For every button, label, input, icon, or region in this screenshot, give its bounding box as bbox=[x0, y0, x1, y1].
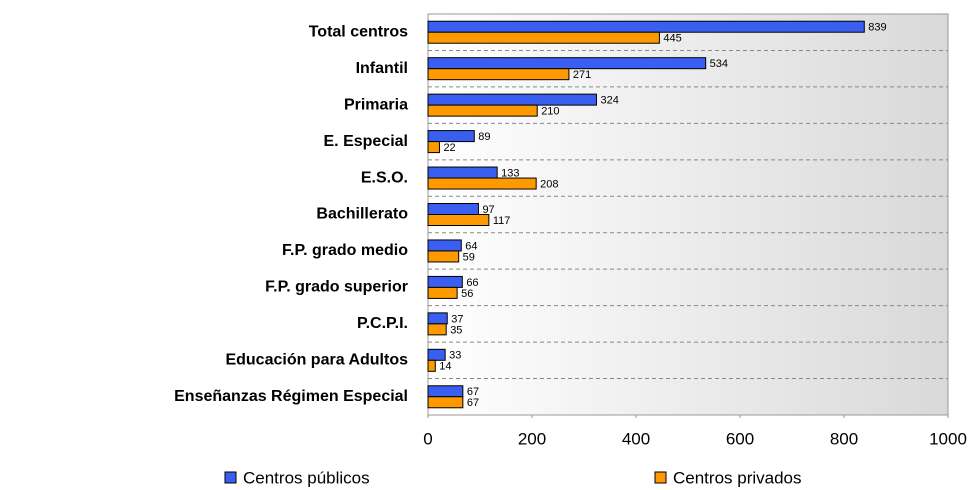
value-label: 117 bbox=[493, 215, 511, 227]
value-label: 35 bbox=[450, 324, 462, 336]
bar bbox=[427, 20, 865, 33]
value-label: 37 bbox=[451, 313, 463, 325]
value-label: 534 bbox=[710, 58, 728, 70]
bar bbox=[427, 31, 660, 44]
value-label: 67 bbox=[467, 397, 479, 409]
value-label: 324 bbox=[600, 95, 618, 107]
value-label: 97 bbox=[482, 204, 494, 216]
bar bbox=[427, 359, 436, 372]
bar bbox=[427, 396, 464, 409]
category-label: E. Especial bbox=[324, 133, 409, 150]
bar bbox=[427, 104, 538, 117]
category-label: Bachillerato bbox=[316, 206, 408, 223]
bar bbox=[427, 141, 440, 154]
value-label: 210 bbox=[541, 106, 559, 118]
category-label: E.S.O. bbox=[361, 169, 408, 186]
category-label: Educación para Adultos bbox=[225, 352, 408, 369]
bar bbox=[427, 239, 462, 252]
value-label: 59 bbox=[463, 251, 475, 263]
bar bbox=[427, 275, 463, 288]
x-tick-label: 600 bbox=[726, 429, 754, 448]
legend-swatch bbox=[654, 471, 667, 484]
x-tick-label: 200 bbox=[518, 429, 546, 448]
bar bbox=[427, 93, 597, 106]
bar bbox=[427, 177, 537, 190]
x-tick-label: 400 bbox=[622, 429, 650, 448]
category-label: Infantil bbox=[356, 60, 408, 77]
bar bbox=[427, 323, 447, 336]
bar bbox=[427, 250, 460, 263]
value-label: 208 bbox=[540, 178, 558, 190]
category-label: F.P. grado medio bbox=[282, 242, 408, 259]
x-tick-label: 1000 bbox=[929, 429, 967, 448]
value-label: 67 bbox=[467, 386, 479, 398]
value-label: 839 bbox=[868, 22, 886, 34]
category-label: P.C.P.I. bbox=[357, 315, 408, 332]
x-tick-label: 0 bbox=[423, 429, 432, 448]
value-label: 66 bbox=[466, 277, 478, 289]
value-label: 14 bbox=[439, 361, 451, 373]
legend-label: Centros públicos bbox=[243, 468, 370, 487]
value-label: 271 bbox=[573, 69, 591, 81]
bar bbox=[427, 203, 479, 215]
legend-swatch bbox=[224, 471, 237, 484]
bar bbox=[427, 68, 570, 81]
plot-area bbox=[427, 13, 949, 416]
value-label: 22 bbox=[443, 142, 455, 154]
category-label: F.P. grado superior bbox=[265, 279, 408, 296]
bar bbox=[427, 312, 448, 325]
category-label: Enseñanzas Régimen Especial bbox=[174, 388, 408, 405]
value-label: 64 bbox=[465, 240, 477, 252]
value-label: 133 bbox=[501, 167, 519, 179]
value-label: 89 bbox=[478, 131, 490, 143]
bar bbox=[427, 130, 475, 143]
value-label: 56 bbox=[461, 288, 473, 300]
bar bbox=[427, 166, 498, 179]
bar bbox=[427, 348, 446, 361]
bar bbox=[427, 385, 464, 398]
bar bbox=[427, 286, 458, 299]
category-label: Primaria bbox=[344, 96, 408, 113]
category-label: Total centros bbox=[309, 23, 408, 40]
legend-label: Centros privados bbox=[673, 468, 802, 487]
value-label: 445 bbox=[663, 33, 681, 45]
x-tick-label: 800 bbox=[830, 429, 858, 448]
value-label: 33 bbox=[449, 350, 461, 362]
bar bbox=[427, 57, 707, 70]
bar bbox=[427, 214, 490, 226]
